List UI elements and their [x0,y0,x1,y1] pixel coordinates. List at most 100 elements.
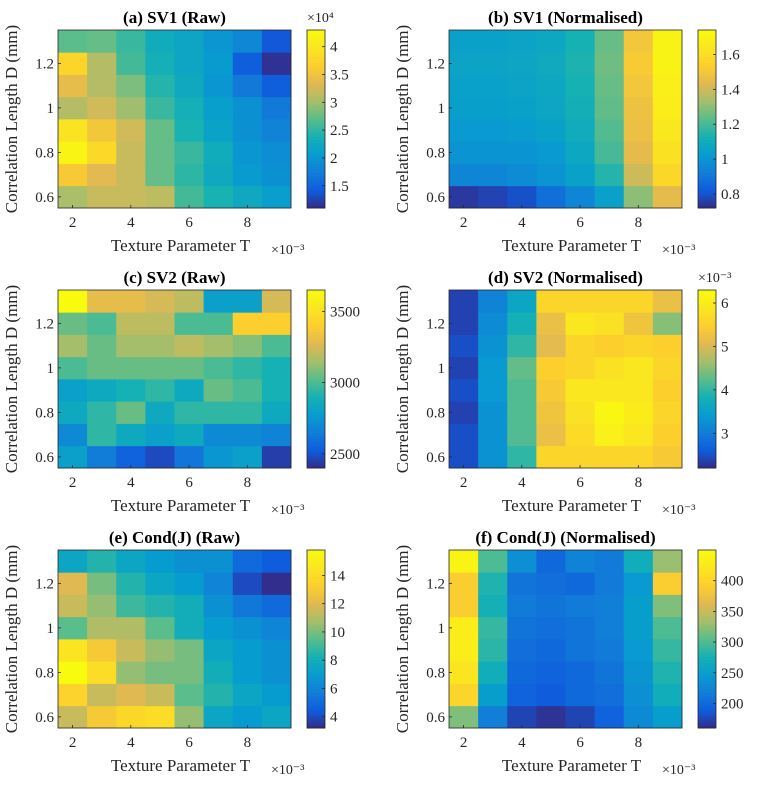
heatmap-cell [652,52,683,75]
heatmap-cell [232,334,263,358]
colorbar-segment [698,373,716,377]
heatmap-cell [536,185,566,209]
colorbar-segment [307,585,325,590]
heatmap-cell [261,96,292,120]
colorbar-segment [307,41,325,46]
colorbar-segment [307,677,325,682]
colorbar-segment [307,62,325,67]
heatmap-cell [232,401,263,424]
heatmap-cell [145,141,175,164]
colorbar-segment [307,579,325,584]
heatmap-cell [145,52,175,75]
heatmap-cell [58,572,88,595]
heatmap-cell [478,141,508,164]
colorbar-tick-label: 3 [721,426,729,442]
colorbar-segment [698,98,716,102]
heatmap-cell [623,401,654,424]
heatmap-cell [261,616,292,640]
colorbar-segment [698,435,716,439]
heatmap-cell [116,163,146,187]
heatmap-cell [203,96,234,120]
colorbar-segment [307,352,325,356]
colorbar-segment [698,381,716,386]
colorbar-segment [698,166,716,170]
heatmap-cell [145,334,175,358]
heatmap-cell [652,445,683,469]
heatmap-cell [145,356,175,380]
colorbar-segment [698,53,716,58]
colorbar-segment [698,148,716,153]
colorbar-segment [698,92,716,96]
heatmap-cell [261,445,292,469]
heatmap-cell [232,616,263,640]
colorbar-segment [698,710,716,714]
colorbar-segment [698,618,716,622]
heatmap-cell [58,334,88,358]
heatmap-cell [261,74,292,98]
heatmap-cell [116,141,146,164]
colorbar-segment [698,656,716,661]
heatmap-cell [232,96,263,120]
colorbar-segment [698,462,716,466]
heatmap-cell [174,423,205,447]
heatmap-cell [507,705,537,729]
colorbar-segment [307,101,325,105]
x-tick-label: 8 [635,215,643,231]
heatmap-cell [58,356,88,380]
heatmap-cell [203,661,234,684]
colorbar-segment [698,38,716,43]
colorbar-segment [698,337,716,341]
heatmap-cell [536,423,566,447]
colorbar-segment [307,444,325,448]
y-axis-label: Correlation Length D (mm) [2,545,21,733]
heatmap-cell [652,639,683,662]
colorbar-segment [307,567,325,572]
colorbar-segment [307,355,325,359]
heatmap-cell [145,74,175,98]
heatmap-panel: (c) SV2 (Raw) 2 4 6 8 0.6 0.8 1 1.2 Texture Param… [2,268,360,518]
colorbar-segment [307,151,325,156]
heatmap-cell [174,52,205,75]
colorbar-segment [698,396,716,401]
colorbar-segment [307,435,325,439]
heatmap-cell [565,572,596,595]
heatmap-cell [565,96,596,120]
colorbar-segment [307,576,325,581]
colorbar-segment [307,550,325,554]
heatmap-cell [261,312,292,335]
heatmap-cell [478,550,508,573]
colorbar-segment [698,47,716,52]
heatmap-cell [203,616,234,640]
colorbar-segment [698,417,716,422]
plot-axes-box [448,549,683,729]
heatmap-cell [507,334,537,358]
colorbar-segment [698,364,716,368]
heatmap-cell [174,705,205,729]
y-tick-label: 0.8 [35,405,54,421]
heatmap-cell [58,74,88,98]
heatmap-cell [623,96,654,120]
heatmap-cell [507,74,537,98]
heatmap-cell [87,119,117,142]
colorbar-segment [698,104,716,108]
colorbar-frame [697,289,717,469]
x-tick-label: 4 [127,475,135,491]
colorbar-segment [307,453,325,457]
heatmap-cell [145,661,175,684]
colorbar-segment [307,83,325,87]
heatmap-cell [565,661,596,684]
heatmap-cell [145,30,175,53]
colorbar-segment [698,295,716,300]
heatmap-cell [594,290,625,313]
colorbar-segment [307,370,325,374]
heatmap-cell [87,401,117,424]
heatmap-cell [116,683,146,707]
colorbar-segment [307,139,325,144]
heatmap-cell [58,141,88,164]
heatmap-cell [116,639,146,662]
heatmap-cell [507,119,537,142]
colorbar-segment [307,408,325,413]
heatmap-cell [174,163,205,187]
colorbar-segment [307,65,325,70]
y-tick-label: 0.8 [426,405,445,421]
